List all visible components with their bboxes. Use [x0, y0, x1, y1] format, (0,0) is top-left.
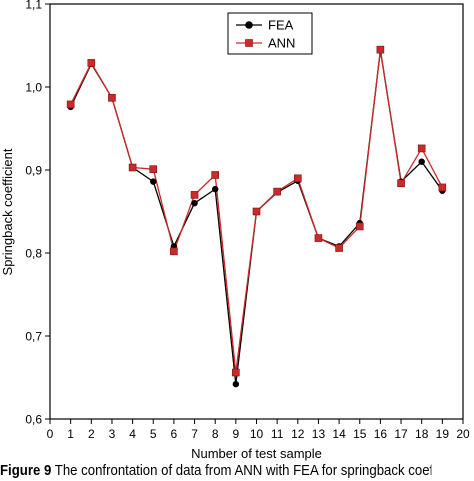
data-point-ann	[314, 234, 323, 242]
x-tick-label: 14	[332, 427, 346, 441]
x-tick-label: 20	[456, 427, 470, 441]
x-tick-label: 3	[109, 427, 116, 441]
data-point-ann	[87, 59, 96, 67]
x-tick-label: 19	[436, 427, 450, 441]
legend-marker-ann	[245, 39, 253, 47]
x-tick-label: 4	[129, 427, 136, 441]
legend-box	[227, 12, 313, 55]
data-point-ann	[128, 163, 137, 172]
x-axis-label: Number of test sample	[191, 446, 322, 461]
y-axis-label: Springback coefficient	[0, 148, 15, 275]
x-tick-label: 7	[191, 427, 198, 441]
data-point-ann	[355, 222, 364, 231]
x-tick-label: 12	[291, 427, 305, 441]
springback-line-chart: 0 1 2 3 4 5 6 7 8 9 10 11 12 13 14 15 16 17 18 19 200,60,70,…	[0, 0, 470, 461]
legend-marker-fea	[245, 21, 253, 29]
data-point-fea	[212, 185, 219, 193]
data-point-ann	[149, 165, 158, 173]
data-point-fea	[418, 158, 425, 165]
figure-caption: Figure 9 The confrontation of data from …	[0, 461, 431, 481]
figure-caption-text: The confrontation of data from ANN with …	[51, 463, 432, 479]
x-tick-label: 15	[353, 427, 367, 441]
y-tick-label: 1,0	[25, 81, 42, 95]
data-point-ann	[211, 171, 219, 179]
series-line-fea	[70, 49, 443, 385]
x-tick-label: 17	[394, 427, 408, 441]
y-tick-label: 0,9	[25, 164, 42, 178]
x-tick-label: 6	[171, 427, 178, 441]
y-tick-label: 0,8	[25, 247, 42, 261]
plot-axes: 0 1 2 3 4 5 6 7 8 9 10 11 12 13 14 15 16 17 18 19 200,60,70,…	[25, 0, 470, 441]
data-point-ann	[273, 187, 281, 196]
data-point-ann	[397, 179, 405, 188]
y-tick-label: 1,1	[25, 0, 42, 12]
legend-label-ann: ANN	[268, 36, 295, 51]
x-tick-label: 9	[233, 427, 240, 441]
data-point-ann	[108, 93, 116, 102]
x-tick-label: 13	[312, 427, 326, 441]
legend: FEA ANN	[227, 12, 313, 55]
y-tick-label: 0,7	[25, 330, 42, 344]
data-point-fea	[232, 380, 240, 388]
data-point-fea	[150, 178, 157, 185]
x-tick-label: 0	[47, 427, 54, 441]
data-point-ann	[170, 247, 178, 256]
data-point-ann	[190, 191, 199, 199]
data-point-ann	[293, 174, 302, 183]
x-tick-label: 11	[271, 427, 284, 441]
data-point-fea	[191, 200, 198, 207]
figure-caption-label: Figure 9	[0, 463, 52, 479]
x-tick-label: 18	[415, 427, 429, 441]
x-tick-label: 5	[150, 427, 157, 441]
x-tick-label: 16	[374, 427, 388, 441]
x-tick-label: 10	[250, 427, 264, 441]
data-point-ann	[417, 144, 426, 153]
x-tick-label: 8	[212, 427, 219, 441]
data-point-ann	[438, 183, 447, 192]
data-point-ann	[376, 45, 385, 54]
data-point-ann	[232, 368, 240, 377]
y-tick-label: 0,6	[25, 413, 42, 427]
x-tick-label: 2	[88, 427, 95, 441]
data-point-ann	[66, 100, 75, 109]
data-point-ann	[335, 244, 343, 252]
data-point-ann	[252, 207, 261, 216]
x-tick-label: 1	[67, 427, 74, 441]
legend-label-fea: FEA	[268, 18, 294, 33]
series-layer	[66, 45, 447, 388]
